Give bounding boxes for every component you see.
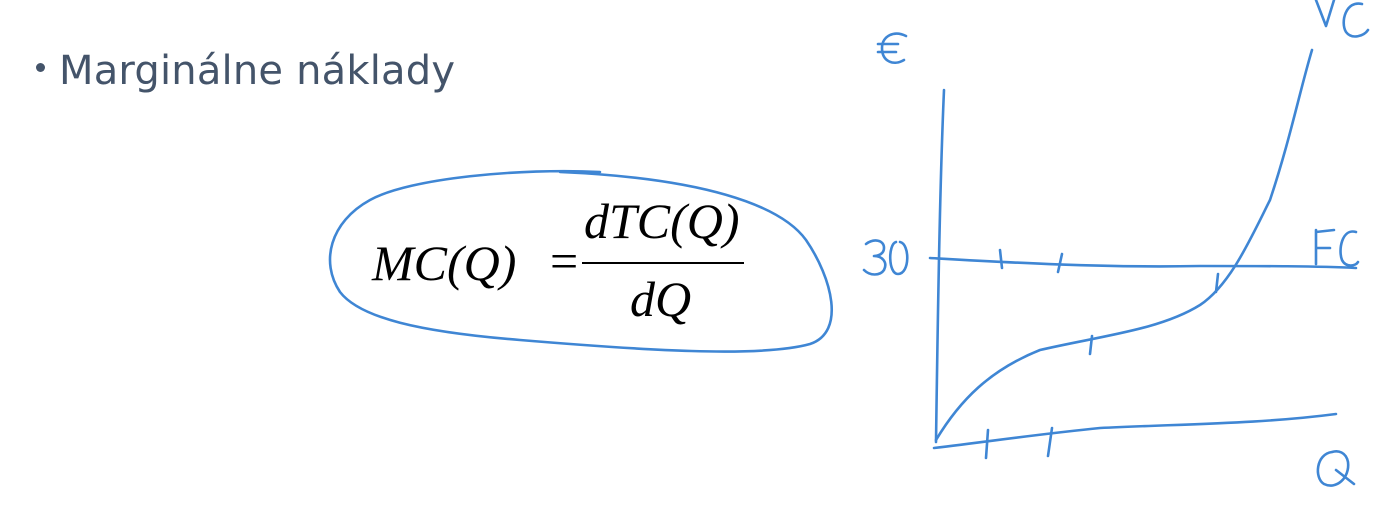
x-tick-1 bbox=[984, 428, 990, 460]
euro-icon bbox=[876, 32, 908, 64]
x-tick-2 bbox=[1046, 426, 1054, 458]
y-axis bbox=[934, 88, 946, 444]
fc-tick-3 bbox=[1214, 272, 1220, 294]
fc-tick-2 bbox=[1056, 252, 1064, 274]
bullet-dot-icon bbox=[36, 63, 45, 72]
label-fc bbox=[1314, 228, 1360, 267]
formula-numerator: dTC(Q) bbox=[584, 193, 740, 249]
bullet-text: Marginálne náklady bbox=[59, 48, 456, 94]
bullet-item: Marginálne náklady bbox=[36, 48, 455, 94]
label-vc bbox=[1314, 0, 1370, 38]
vc-curve bbox=[934, 48, 1314, 442]
fc-line bbox=[928, 256, 1358, 270]
x-axis bbox=[932, 412, 1338, 450]
formula-equals: = bbox=[550, 233, 579, 289]
formula-lhs: MC(Q) bbox=[372, 235, 517, 291]
label-q bbox=[1316, 450, 1356, 487]
label-30 bbox=[862, 239, 909, 276]
formula-denominator: dQ bbox=[630, 271, 692, 327]
vc-tick bbox=[1088, 334, 1094, 356]
fc-tick-1 bbox=[998, 248, 1004, 270]
fraction-bar bbox=[582, 262, 744, 264]
